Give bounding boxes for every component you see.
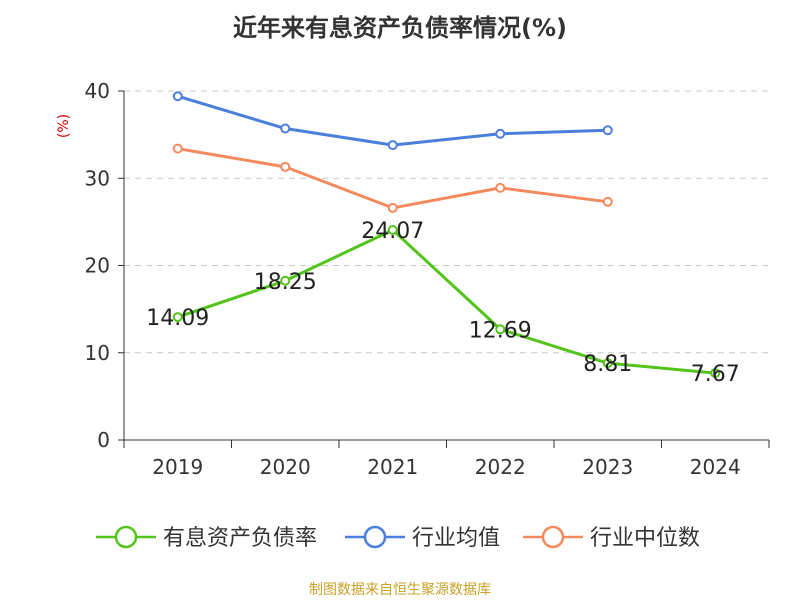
data-point (280, 123, 291, 134)
legend: 有息资产负债率 行业均值 行业中位数 (96, 525, 700, 551)
data-point (495, 128, 506, 139)
series-layer (172, 91, 721, 379)
x-tick-label: 2022 (475, 455, 526, 479)
data-point (280, 161, 291, 172)
y-tick-label: 20 (85, 254, 110, 278)
data-point (602, 196, 613, 207)
data-point (602, 125, 613, 136)
data-point (495, 324, 506, 335)
data-label-layer: 14.09 18.25 24.07 12.69 8.81 7.67 (146, 219, 739, 387)
data-point (387, 202, 398, 213)
legend-label-1: 行业均值 (412, 526, 500, 551)
legend-marker-2 (541, 525, 565, 549)
data-label: 18.25 (254, 270, 317, 295)
data-point (602, 358, 613, 369)
chart-title: 近年来有息资产负债率情况(%) (233, 14, 567, 42)
data-point (710, 368, 721, 379)
legend-label-0: 有息资产负债率 (163, 526, 317, 551)
data-point (387, 140, 398, 151)
x-tick-label: 2021 (367, 455, 418, 479)
data-point (280, 275, 291, 286)
legend-marker-0 (114, 525, 138, 549)
data-point (495, 182, 506, 193)
data-label: 12.69 (469, 318, 532, 343)
data-point (172, 143, 183, 154)
series-line-1 (177, 94, 608, 147)
data-point (172, 312, 183, 323)
y-tick-label: 0 (97, 428, 110, 452)
x-tick-label: 2020 (260, 455, 311, 479)
data-label: 8.81 (583, 352, 632, 377)
y-tick-label: 40 (85, 79, 110, 103)
y-axis-label: (%) (56, 114, 72, 138)
y-tick-label: 30 (85, 166, 110, 190)
axis-layer: 0 10 20 30 40 2019 2020 2021 2022 2023 2024 (%) (56, 79, 770, 479)
data-label: 24.07 (361, 219, 424, 244)
grid-layer (124, 90, 769, 354)
x-tick-label: 2023 (582, 455, 633, 479)
series-line-0 (177, 228, 716, 375)
y-tick-label: 10 (85, 341, 110, 365)
x-tick-label: 2019 (152, 455, 203, 479)
x-tick-label: 2024 (690, 455, 741, 479)
data-point (172, 91, 183, 102)
data-point (387, 224, 398, 235)
legend-marker-1 (363, 525, 387, 549)
data-label: 7.67 (691, 362, 740, 387)
source-note: 制图数据来自恒生聚源数据库 (309, 582, 491, 598)
legend-label-2: 行业中位数 (590, 526, 700, 551)
data-label: 14.09 (146, 306, 209, 331)
